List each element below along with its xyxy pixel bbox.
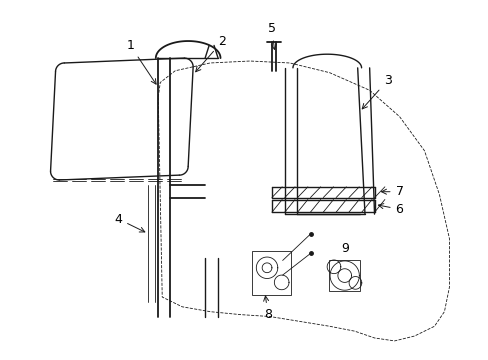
Text: 7: 7 [381,185,403,198]
Bar [328,260,360,291]
Bar [252,251,291,294]
Text: 8: 8 [263,296,271,321]
Text: 1: 1 [126,39,156,84]
Text: 9: 9 [340,242,348,255]
Text: 6: 6 [378,203,403,216]
Text: 4: 4 [114,212,144,232]
Text: 3: 3 [362,74,391,109]
Text: 2: 2 [195,35,225,72]
Text: 5: 5 [267,22,276,49]
